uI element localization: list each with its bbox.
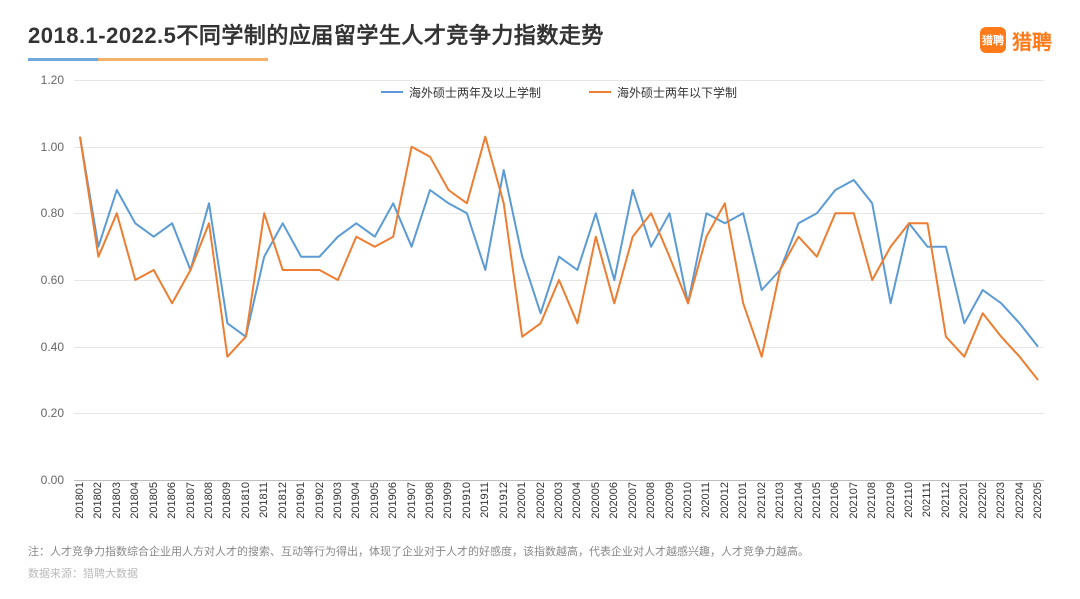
- x-tick-label: 202008: [645, 482, 657, 519]
- x-tick-label: 201908: [424, 482, 436, 519]
- x-tick-label: 202107: [848, 482, 860, 519]
- y-axis-labels: 0.000.200.400.600.801.001.20: [28, 80, 68, 480]
- y-tick-label: 0.60: [41, 273, 64, 287]
- x-tick-label: 201810: [240, 482, 252, 519]
- x-tick-label: 202112: [940, 482, 952, 518]
- x-tick-label: 202102: [756, 482, 768, 519]
- y-tick-label: 1.20: [41, 73, 64, 87]
- x-tick-label: 202002: [535, 482, 547, 519]
- x-tick-label: 202109: [885, 482, 897, 519]
- x-tick-label: 202205: [1032, 482, 1044, 519]
- y-tick-label: 0.40: [41, 340, 64, 354]
- brand-logo-badge: 猎聘: [980, 27, 1006, 53]
- y-tick-label: 0.20: [41, 406, 64, 420]
- x-axis-labels: 201801 201802 201803 201804 201805 201806 2018…: [74, 482, 1044, 520]
- x-tick-label: 201811: [258, 482, 270, 518]
- x-tick-label: 202108: [866, 482, 878, 519]
- x-tick-label: 201905: [369, 482, 381, 519]
- x-tick-label: 201803: [111, 482, 123, 519]
- x-tick-label: 201804: [129, 482, 141, 519]
- x-tick-label: 202201: [958, 482, 970, 519]
- x-tick-label: 201806: [166, 482, 178, 519]
- x-tick-label: 201906: [387, 482, 399, 519]
- x-tick-label: 201802: [92, 482, 104, 519]
- x-tick-label: 202007: [627, 482, 639, 519]
- x-tick-label: 202005: [590, 482, 602, 519]
- x-tick-label: 201801: [74, 482, 86, 519]
- x-tick-label: 202010: [682, 482, 694, 519]
- x-tick-label: 202004: [571, 482, 583, 519]
- x-tick-label: 202203: [995, 482, 1007, 519]
- x-tick-label: 202204: [1014, 482, 1026, 519]
- x-tick-label: 201907: [406, 482, 418, 519]
- x-tick-label: 201901: [295, 482, 307, 519]
- y-tick-label: 1.00: [41, 140, 64, 154]
- x-tick-label: 201911: [479, 482, 491, 518]
- x-tick-label: 202110: [903, 482, 915, 518]
- x-tick-label: 202011: [700, 482, 712, 518]
- y-tick-label: 0.80: [41, 206, 64, 220]
- x-tick-label: 201902: [314, 482, 326, 519]
- data-source-text: 数据来源：猎聘大数据: [28, 565, 138, 581]
- x-tick-label: 201912: [498, 482, 510, 519]
- x-tick-label: 202101: [737, 482, 749, 519]
- x-tick-label: 202104: [793, 482, 805, 519]
- x-tick-label: 201807: [185, 482, 197, 519]
- x-tick-label: 201809: [221, 482, 233, 519]
- x-tick-label: 202012: [719, 482, 731, 519]
- x-tick-label: 201903: [332, 482, 344, 519]
- x-tick-label: 201812: [277, 482, 289, 519]
- x-tick-label: 201805: [148, 482, 160, 519]
- line-chart: 0.000.200.400.600.801.001.20 海外硕士两年及以上学制…: [28, 80, 1044, 520]
- x-tick-label: 202003: [553, 482, 565, 519]
- x-tick-label: 202009: [664, 482, 676, 519]
- x-tick-label: 202106: [829, 482, 841, 519]
- chart-plot: [74, 80, 1044, 480]
- title-underline: [28, 58, 268, 62]
- x-tick-label: 201808: [203, 482, 215, 519]
- x-tick-label: 201909: [442, 482, 454, 519]
- page-title: 2018.1-2022.5不同学制的应届留学生人才竞争力指数走势: [28, 18, 604, 50]
- x-tick-label: 202105: [811, 482, 823, 519]
- footnote-text: 注：人才竞争力指数综合企业用人方对人才的搜索、互动等行为得出，体现了企业对于人才…: [28, 543, 809, 559]
- x-tick-label: 202111: [921, 482, 933, 517]
- x-tick-label: 202103: [774, 482, 786, 519]
- x-tick-label: 202001: [516, 482, 528, 519]
- x-tick-label: 201910: [461, 482, 473, 519]
- brand-logo-text: 猎聘: [1012, 26, 1052, 55]
- brand-logo: 猎聘 猎聘: [980, 26, 1052, 55]
- x-tick-label: 202202: [977, 482, 989, 519]
- x-tick-label: 202006: [608, 482, 620, 519]
- x-tick-label: 201904: [350, 482, 362, 519]
- y-tick-label: 0.00: [41, 473, 64, 487]
